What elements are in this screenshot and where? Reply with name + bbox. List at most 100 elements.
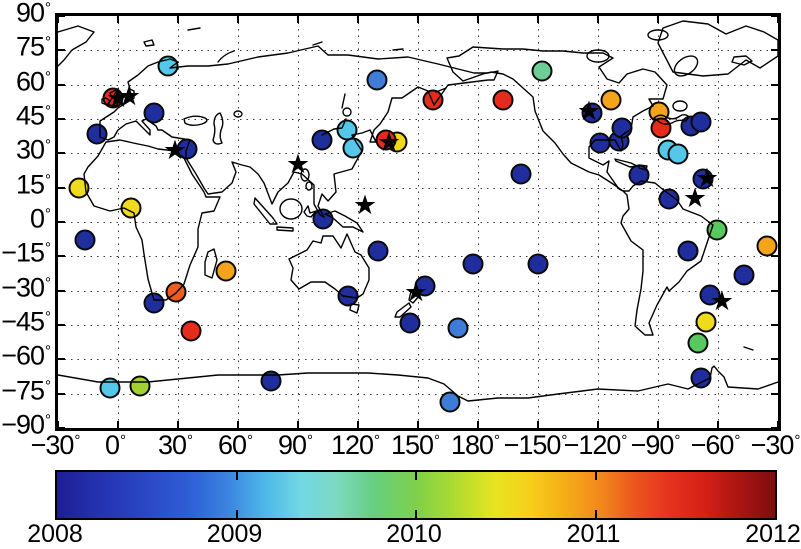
degree-symbol: ° [45,136,51,154]
x-axis-label: 180° [450,430,500,460]
map-point [600,89,622,111]
y-axis-label: 90° [15,0,51,28]
map-point [462,253,484,275]
y-tick-mark [58,255,65,258]
map-point [650,117,672,139]
y-tick-mark [771,358,778,361]
map-point [399,312,421,334]
star-marker: ★ [116,81,142,113]
x-axis-label: −90° [630,430,681,460]
latitude-gridline [58,256,778,258]
degree-symbol: ° [734,432,740,449]
x-axis-label: 0° [104,430,126,460]
x-tick-mark [717,16,719,23]
colorbar-year-label: 2009 [206,520,263,548]
y-tick-mark [771,49,778,52]
map-point [68,177,90,199]
map-point [531,60,553,82]
star-marker: ★ [162,135,188,167]
colorbar [55,470,777,520]
y-tick-mark [58,324,65,326]
degree-symbol: ° [247,432,253,449]
x-axis-label: 120° [330,430,380,460]
x-axis-label: −30° [30,430,81,460]
x-tick-mark [177,16,179,23]
y-tick-mark [771,221,778,223]
map-point [143,102,165,124]
coastline-java [276,226,294,232]
coastline-caspian [212,112,224,145]
map-point [337,285,359,307]
coastline-south-georgia [743,346,754,351]
y-tick-mark [771,152,778,155]
map-point [422,89,444,111]
x-tick-mark [777,16,779,23]
y-axis-label: 0° [29,203,51,234]
map-point [215,260,237,282]
y-tick-mark [771,427,778,429]
map-point [157,55,179,77]
coastline-sakhalin [341,93,346,109]
degree-symbol: ° [74,432,80,449]
x-tick-mark [57,421,59,428]
y-tick-mark [771,186,778,189]
degree-symbol: ° [307,432,313,449]
coastline-mindanao [305,181,313,191]
y-tick-mark [771,289,778,292]
y-axis-label: −15° [1,237,51,268]
map-point [342,137,364,159]
map-point [86,123,108,145]
map-point [667,143,689,165]
y-tick-mark [58,152,65,155]
y-axis-label: 45° [15,100,51,131]
x-tick-mark [777,421,779,428]
x-tick-mark [237,421,239,428]
map-point [312,208,334,230]
degree-symbol: ° [45,308,51,326]
degree-symbol: ° [494,432,500,449]
y-tick-mark [58,289,65,292]
x-tick-mark [537,16,539,23]
star-marker: ★ [576,96,602,128]
map-point [510,163,532,185]
x-tick-mark [357,16,359,23]
map-point [658,188,680,210]
y-tick-mark [771,392,778,395]
y-tick-mark [58,83,65,86]
y-axis-label: 30° [15,134,51,165]
y-axis-label: −45° [1,306,51,337]
map-point [492,89,514,111]
x-tick-mark [537,421,539,428]
colorbar-tick-mark [594,510,597,518]
y-tick-mark [58,358,65,361]
latitude-gridline [58,119,778,120]
y-axis-label: −75° [1,375,51,406]
coastline-hokkaido [342,107,352,117]
y-tick-mark [58,15,65,17]
map-point [706,219,728,241]
degree-symbol: ° [45,102,51,120]
x-axis-label: −120° [563,430,628,460]
map-point [611,117,633,139]
degree-symbol: ° [45,411,51,429]
colorbar-tick-mark [594,472,597,480]
x-axis-label: −30° [750,430,801,460]
x-tick-mark [657,16,659,23]
x-tick-mark [597,16,599,23]
map-point [165,281,187,303]
colorbar-tick-mark [415,472,417,480]
x-tick-mark [357,421,359,428]
map-point [733,264,755,286]
star-marker: ★ [709,286,735,318]
x-tick-mark [597,421,599,428]
coastline-svalbard [143,39,155,47]
map-point [180,320,202,342]
x-axis-label: −60° [690,430,741,460]
degree-symbol: ° [45,68,51,86]
colorbar-tick-mark [235,510,238,518]
map-point [687,332,709,354]
map-point [99,377,121,399]
coastline-black-sea [183,115,208,126]
colorbar-tick-mark [235,472,238,480]
degree-symbol: ° [45,239,51,257]
